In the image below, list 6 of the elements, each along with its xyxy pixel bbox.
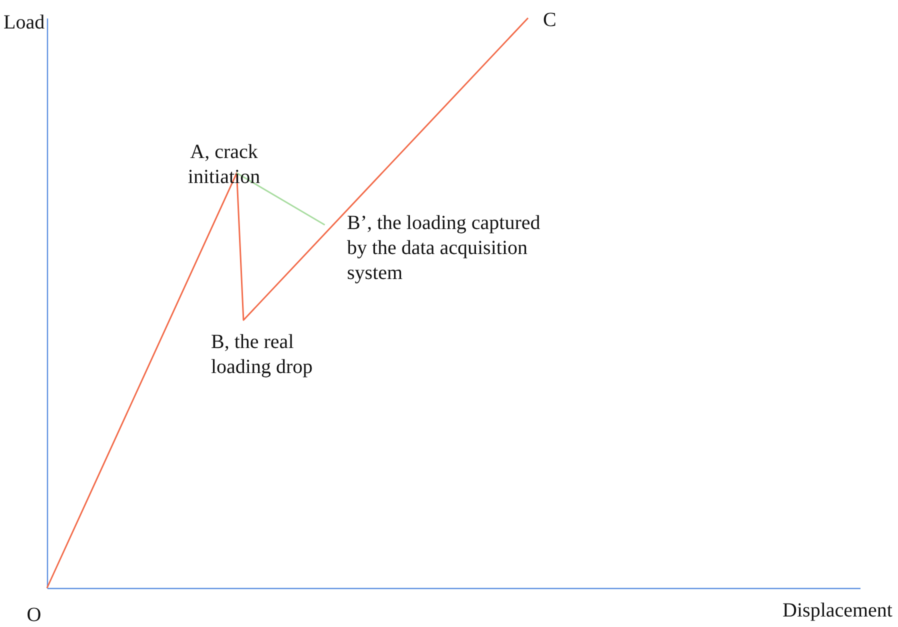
- annotation: B, the real loading drop: [211, 331, 313, 378]
- y-axis-title: Load: [4, 12, 45, 34]
- annotation: B’, the loading captured by the data acquisition system: [347, 212, 540, 284]
- text: O: [26, 604, 42, 626]
- x-axis-title: Displacement: [782, 600, 893, 622]
- annotation: C: [543, 9, 556, 31]
